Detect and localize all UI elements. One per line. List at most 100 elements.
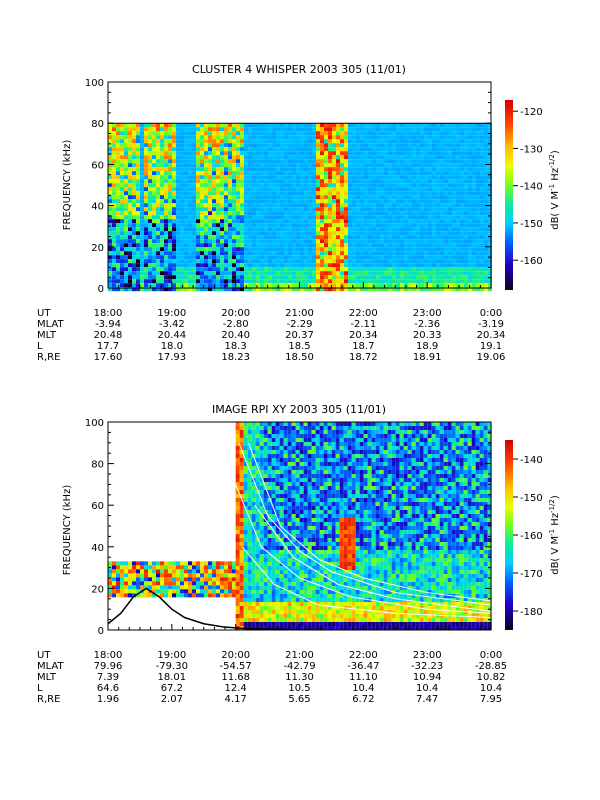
cluster-cell xyxy=(312,179,316,184)
cluster-cell xyxy=(148,131,152,136)
cluster-cell xyxy=(124,167,128,172)
image-cell xyxy=(267,490,272,494)
image-cell xyxy=(243,582,248,586)
cluster-cell xyxy=(452,243,456,248)
image-cell-early xyxy=(188,573,192,578)
cluster-cell xyxy=(412,151,416,156)
cluster-cell xyxy=(356,155,360,160)
cluster-cell xyxy=(276,191,280,196)
cluster-cell xyxy=(412,207,416,212)
cluster-cell xyxy=(212,135,216,140)
cluster-cell xyxy=(324,187,328,192)
image-cell xyxy=(271,462,276,466)
cluster-cell xyxy=(312,135,316,140)
image-cell-early xyxy=(188,561,192,566)
image-cell xyxy=(239,614,244,618)
image-cell xyxy=(251,506,256,510)
cluster-cell xyxy=(360,175,364,180)
cluster-cell xyxy=(472,247,476,252)
image-cell xyxy=(247,462,252,466)
cluster-cell xyxy=(368,223,372,228)
cluster-cell xyxy=(292,147,296,152)
cluster-cell xyxy=(144,175,148,180)
cluster-cell xyxy=(452,275,456,280)
cluster-cell xyxy=(232,195,236,200)
cluster-cell xyxy=(448,207,452,212)
cluster-cell xyxy=(224,207,228,212)
cluster-cell xyxy=(388,147,392,152)
image-cell-early xyxy=(232,573,236,578)
cluster-cell xyxy=(292,283,296,288)
cluster-cell xyxy=(300,259,304,264)
cluster-cell xyxy=(428,207,432,212)
image-cell-early xyxy=(176,593,180,598)
cluster-cell xyxy=(156,195,160,200)
cluster-cell xyxy=(192,139,196,144)
cluster-cell xyxy=(428,287,432,292)
image-cell xyxy=(247,602,252,606)
cluster-cell xyxy=(136,171,140,176)
cluster-cell xyxy=(200,263,204,268)
cluster-cell xyxy=(200,179,204,184)
cluster-cell xyxy=(412,187,416,192)
cluster-cell xyxy=(280,235,284,240)
cluster-cell xyxy=(276,215,280,220)
image-cell-early xyxy=(140,577,144,582)
cluster-cell xyxy=(420,283,424,288)
cluster-cell xyxy=(304,135,308,140)
cluster-cell xyxy=(168,167,172,172)
cluster-cell xyxy=(296,139,300,144)
cluster-cell xyxy=(180,175,184,180)
cluster-cell xyxy=(168,215,172,220)
image-cell xyxy=(239,506,244,510)
cluster-cell xyxy=(464,251,468,256)
cluster-cell xyxy=(224,227,228,232)
cluster-cell xyxy=(468,223,472,228)
cluster-cell xyxy=(112,271,116,276)
cluster-cell xyxy=(384,187,388,192)
cluster-eph-value: 22:00 xyxy=(349,308,378,319)
cluster-cell xyxy=(452,147,456,152)
cluster-cell xyxy=(420,163,424,168)
cluster-cell xyxy=(288,279,292,284)
cluster-cell xyxy=(452,207,456,212)
cluster-cell xyxy=(444,131,448,136)
cluster-cell xyxy=(476,215,480,220)
cluster-cell xyxy=(200,211,204,216)
cluster-cell xyxy=(240,255,244,260)
cluster-cell xyxy=(208,279,212,284)
cluster-cell xyxy=(124,143,128,148)
cluster-cell xyxy=(480,211,484,216)
cluster-cell xyxy=(212,147,216,152)
image-cell xyxy=(243,430,248,434)
cluster-cell xyxy=(164,139,168,144)
image-cell-early xyxy=(188,577,192,582)
cluster-cell xyxy=(304,267,308,272)
cluster-cell xyxy=(224,159,228,164)
cluster-cell xyxy=(448,263,452,268)
cluster-cell xyxy=(404,239,408,244)
cluster-cell xyxy=(212,123,216,128)
cluster-cell xyxy=(252,263,256,268)
cluster-cell xyxy=(372,195,376,200)
cluster-cell xyxy=(408,191,412,196)
cluster-cell xyxy=(112,287,116,292)
cluster-cell xyxy=(336,179,340,184)
cluster-cell xyxy=(356,211,360,216)
cluster-cell xyxy=(160,199,164,204)
image-cell-early xyxy=(148,585,152,590)
cluster-cell xyxy=(288,283,292,288)
cluster-cell xyxy=(316,187,320,192)
cluster-cell xyxy=(260,159,264,164)
cluster-cell xyxy=(352,251,356,256)
cluster-cell xyxy=(176,143,180,148)
cluster-cell xyxy=(416,223,420,228)
cluster-eph-value: 18.3 xyxy=(225,341,247,352)
cluster-cell xyxy=(124,271,128,276)
image-cell-early xyxy=(120,569,124,574)
cluster-cell xyxy=(356,283,360,288)
cluster-cell xyxy=(260,179,264,184)
cluster-cell xyxy=(220,167,224,172)
cluster-cell xyxy=(472,203,476,208)
cluster-cell xyxy=(324,223,328,228)
